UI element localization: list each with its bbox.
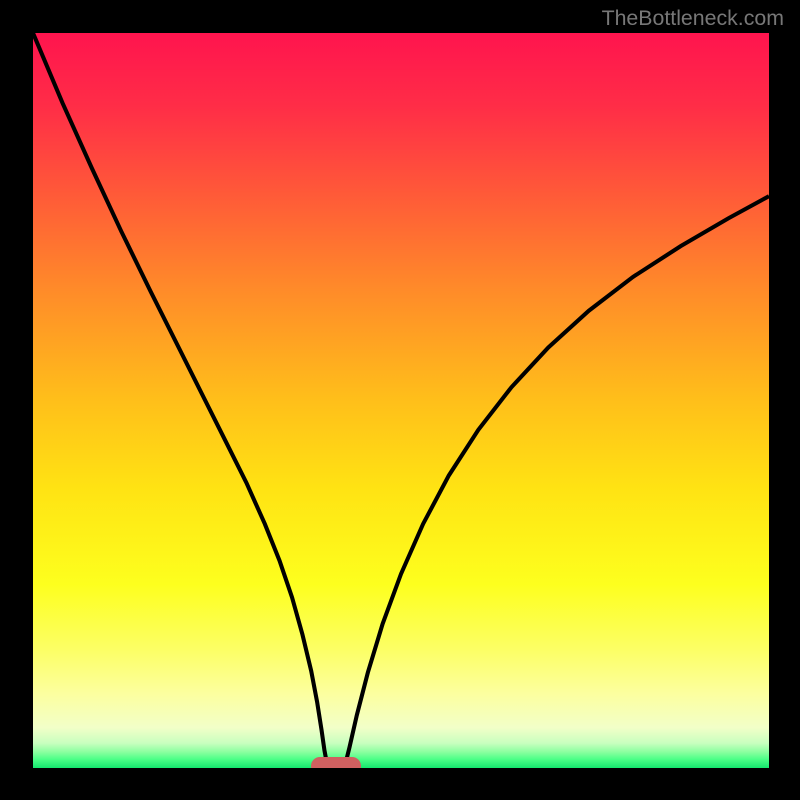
plot-area xyxy=(33,33,769,768)
curve-left-branch xyxy=(33,33,327,762)
bottleneck-marker xyxy=(311,757,361,768)
curve-right-branch xyxy=(346,196,769,762)
watermark-text: TheBottleneck.com xyxy=(602,6,784,31)
bottleneck-curve xyxy=(33,33,769,768)
chart-container: TheBottleneck.com xyxy=(0,0,800,800)
